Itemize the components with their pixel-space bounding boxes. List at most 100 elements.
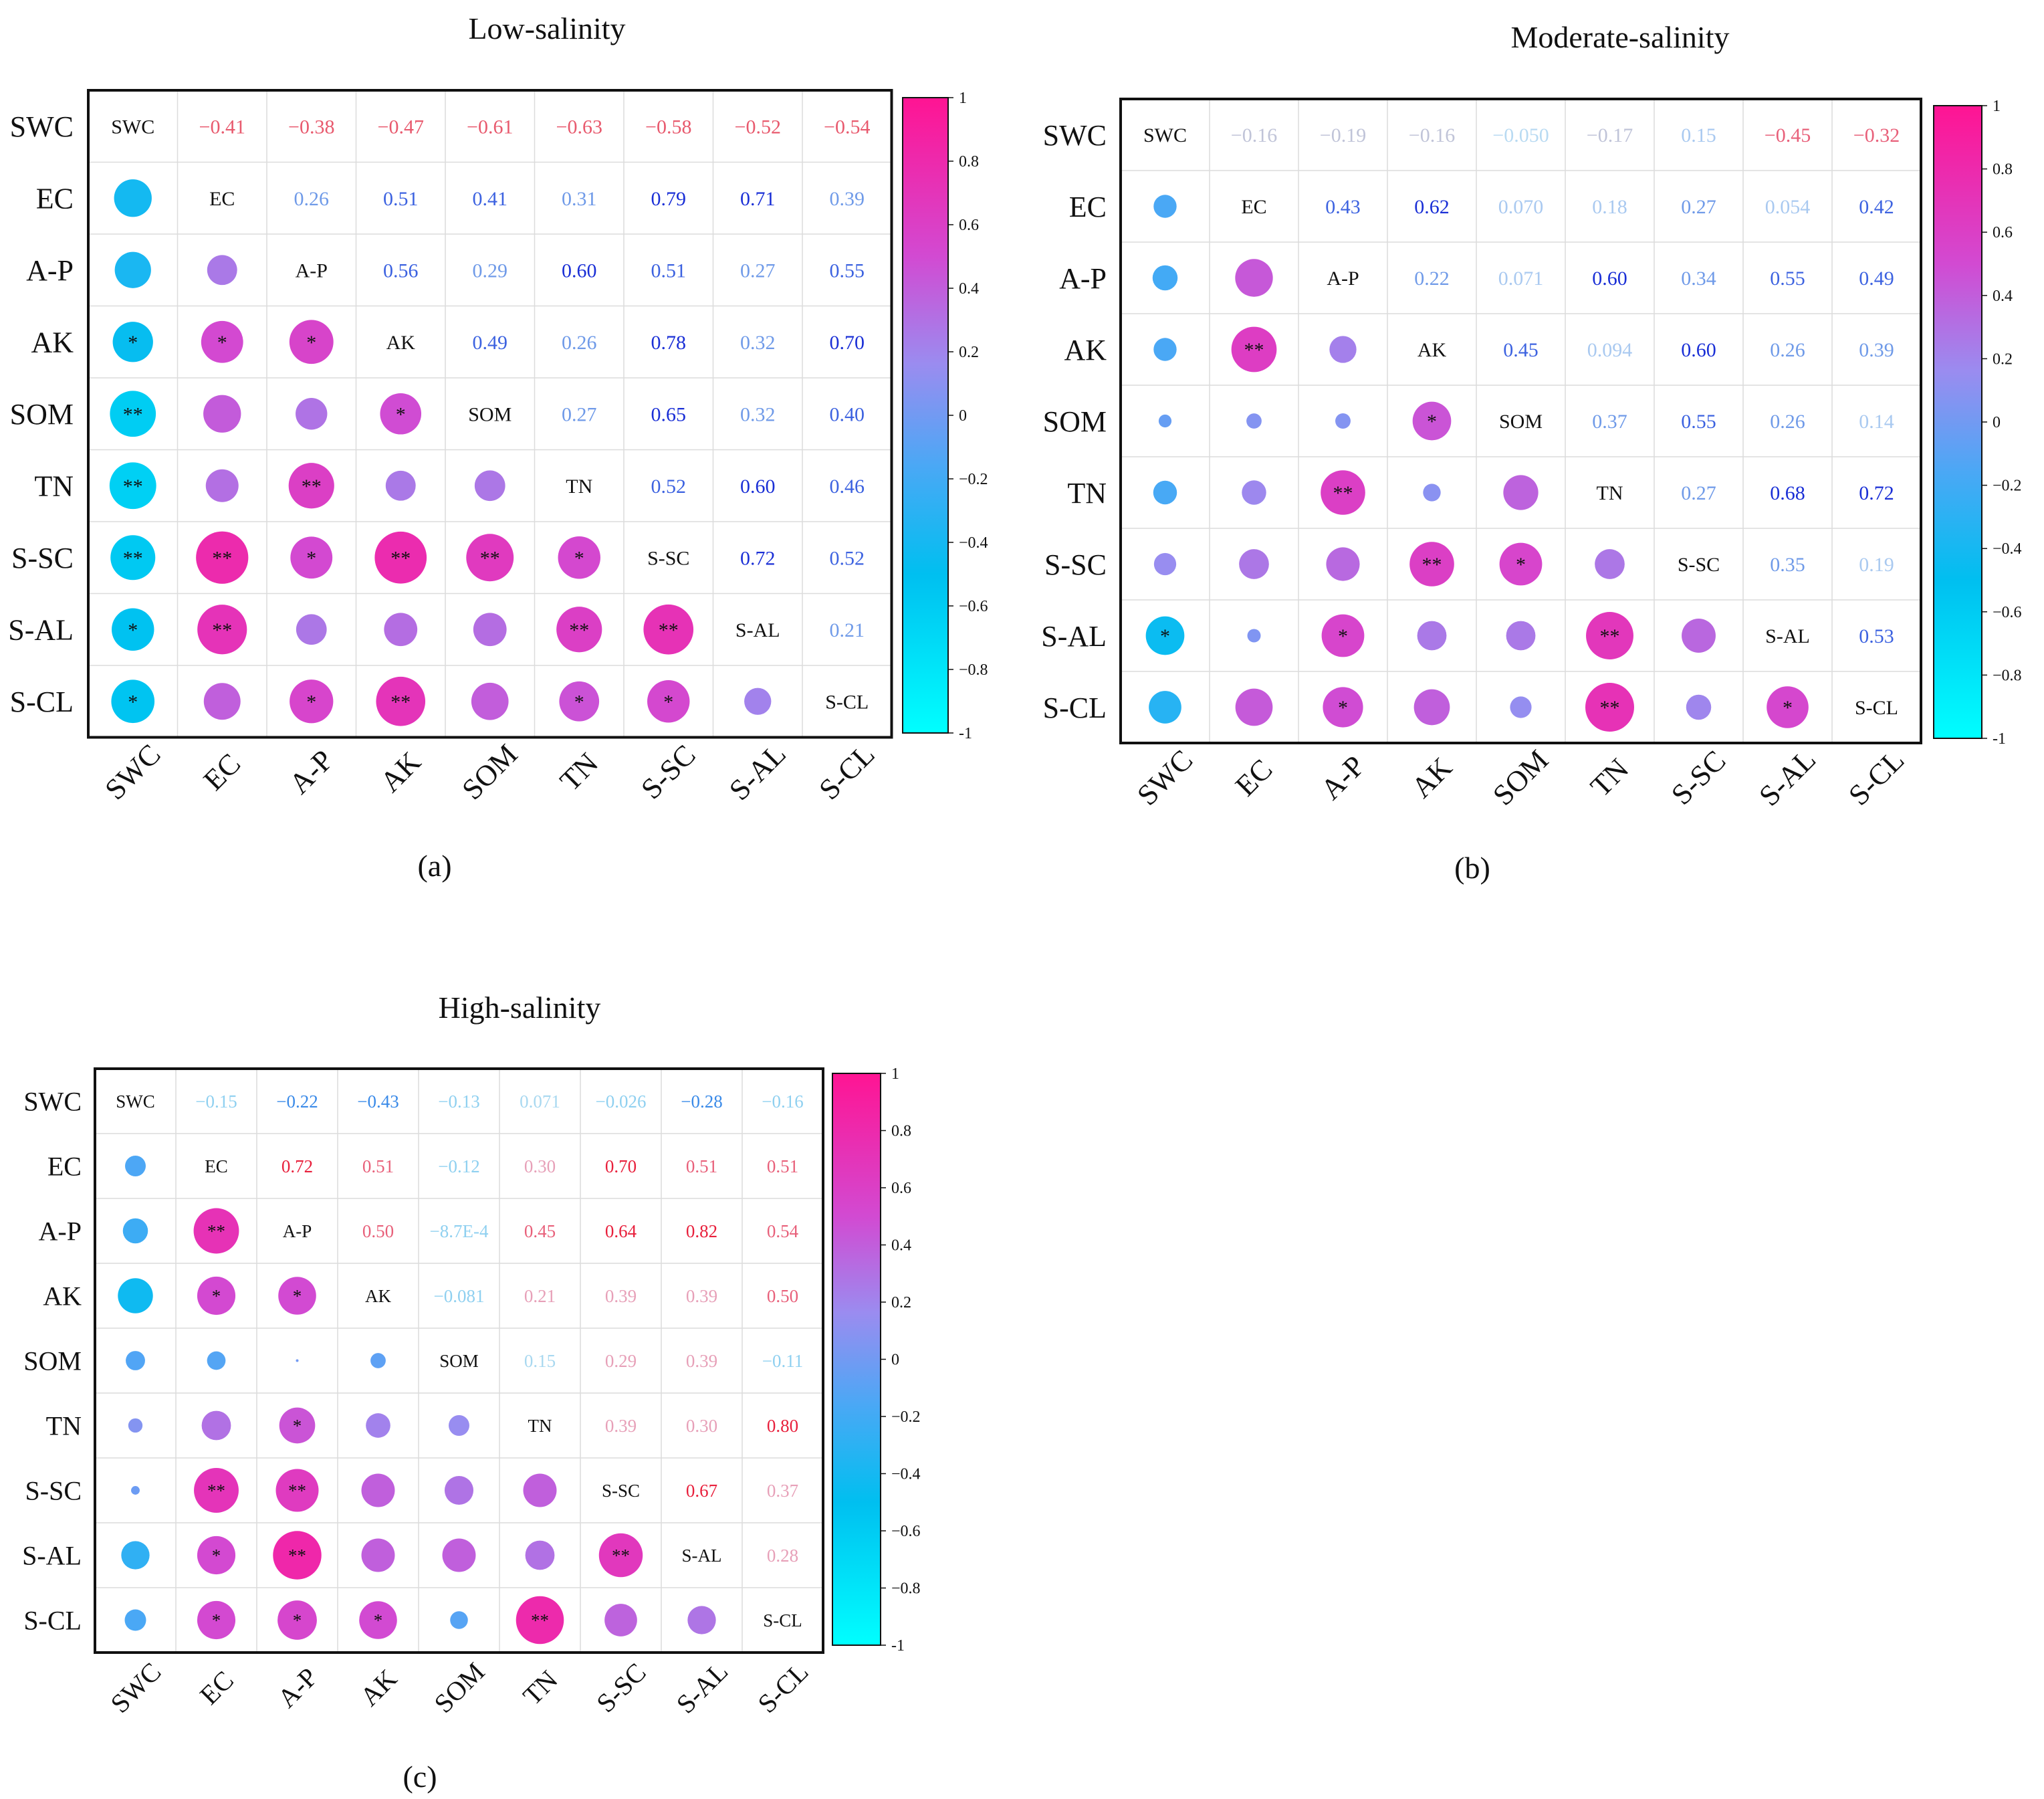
correlation-circle xyxy=(604,1604,637,1636)
correlation-circle xyxy=(1153,552,1177,576)
correlation-circle xyxy=(203,395,241,433)
correlation-value: 0.34 xyxy=(1681,268,1716,290)
diagonal-label: S-AL xyxy=(735,619,780,641)
correlation-circle xyxy=(1417,621,1447,651)
correlation-value: 0.65 xyxy=(651,403,687,425)
diagonal-label: SOM xyxy=(1499,411,1543,433)
correlation-value: 0.28 xyxy=(767,1546,798,1566)
significance-mark: * xyxy=(1427,411,1437,433)
correlation-value: 0.39 xyxy=(1859,339,1894,361)
significance-mark: * xyxy=(1160,625,1170,647)
correlation-circle xyxy=(194,1468,239,1513)
panel-label: (b) xyxy=(1454,851,1490,885)
correlation-circle xyxy=(1682,619,1716,653)
row-label: AK xyxy=(31,326,74,359)
significance-mark: * xyxy=(128,691,138,713)
correlation-circle xyxy=(370,1353,386,1368)
correlation-value: −0.19 xyxy=(1320,124,1366,146)
colorbar-tick-label: 0 xyxy=(891,1352,899,1369)
column-label: AK xyxy=(1405,751,1458,805)
correlation-circle xyxy=(290,679,334,724)
significance-mark: * xyxy=(1516,554,1526,576)
correlation-value: −0.16 xyxy=(1231,124,1277,146)
colorbar-tick-label: −0.6 xyxy=(959,598,988,615)
row-label: S-AL xyxy=(22,1541,82,1571)
correlation-circle xyxy=(1595,549,1625,579)
correlation-value: 0.71 xyxy=(740,188,776,210)
correlation-circle xyxy=(361,1538,395,1572)
significance-mark: ** xyxy=(1244,339,1264,361)
correlation-circle xyxy=(1235,688,1273,726)
panel-3: High-salinity (c) SWC −0.15 −0.22 −0.43 −0.13 0… xyxy=(22,990,920,1794)
row-label: A-P xyxy=(39,1216,82,1247)
correlation-circle xyxy=(111,679,155,724)
row-label: SWC xyxy=(1043,119,1107,152)
diagonal-label: EC xyxy=(1241,196,1266,218)
correlation-value: 0.60 xyxy=(740,475,776,498)
correlation-value: −8.7E-4 xyxy=(430,1221,489,1241)
matrix-border xyxy=(94,1067,824,1654)
correlation-value: 0.14 xyxy=(1859,411,1894,433)
significance-mark: * xyxy=(574,547,584,569)
row-label: TN xyxy=(1067,477,1107,510)
correlation-circle xyxy=(197,605,247,655)
colorbar-tick-label: 0.4 xyxy=(891,1237,911,1255)
correlation-value: 0.60 xyxy=(1681,339,1716,361)
correlation-circle xyxy=(1246,413,1262,429)
correlation-value: 0.45 xyxy=(1503,339,1539,361)
correlation-circle xyxy=(1499,542,1543,586)
correlation-circle xyxy=(1686,694,1712,720)
diagonal-label: TN xyxy=(528,1416,552,1436)
colorbar-tick-label: 1 xyxy=(1993,98,2001,115)
correlation-value: 0.31 xyxy=(562,188,597,210)
correlation-circle xyxy=(197,1600,236,1640)
diagonal-label: S-CL xyxy=(763,1610,802,1630)
row-label: S-CL xyxy=(10,685,74,718)
row-label: S-CL xyxy=(23,1606,82,1636)
diagonal-label: A-P xyxy=(1327,268,1359,290)
correlation-value: 0.39 xyxy=(830,188,865,210)
correlation-value: 0.51 xyxy=(767,1156,798,1176)
correlation-value: 0.55 xyxy=(1681,411,1716,433)
column-label: SOM xyxy=(428,1657,490,1719)
correlation-circle xyxy=(598,1533,643,1578)
correlation-value: 0.60 xyxy=(1592,268,1627,290)
row-label: S-AL xyxy=(8,614,74,647)
row-label: EC xyxy=(36,183,74,215)
significance-mark: ** xyxy=(569,619,589,641)
column-label: S-CL xyxy=(1842,744,1910,812)
diagonal-label: S-AL xyxy=(682,1546,722,1566)
colorbar-tick-label: 0.4 xyxy=(1993,288,2013,305)
panel-1: Low-salinity(a)SWC −0.41 −0.38 −0.47 −0.61 −0… xyxy=(8,11,988,883)
correlation-circle xyxy=(110,391,156,437)
significance-mark: * xyxy=(293,1416,302,1436)
correlation-circle xyxy=(449,1415,469,1436)
correlation-value: 0.45 xyxy=(524,1221,556,1241)
column-label: AK xyxy=(374,745,427,799)
colorbar-tick-label: 0 xyxy=(959,407,967,425)
column-label: SWC xyxy=(1131,744,1199,812)
correlation-circle xyxy=(1413,689,1450,726)
significance-mark: ** xyxy=(390,691,411,713)
colorbar-tick-label: 1 xyxy=(959,90,967,107)
correlation-value: 0.55 xyxy=(1770,268,1805,290)
correlation-circle xyxy=(124,1609,146,1631)
correlation-circle xyxy=(196,531,249,584)
correlation-circle xyxy=(114,251,151,288)
correlation-value: 0.35 xyxy=(1770,554,1805,576)
correlation-value: 0.62 xyxy=(1414,196,1450,218)
diagonal-label: SOM xyxy=(439,1351,479,1371)
correlation-circle xyxy=(525,1540,555,1570)
row-label: SWC xyxy=(23,1087,82,1117)
colorbar-tick-label: 0.2 xyxy=(1993,350,2013,368)
correlation-value: −0.12 xyxy=(438,1156,479,1176)
correlation-circle xyxy=(201,320,243,363)
correlation-value: 0.41 xyxy=(473,188,508,210)
correlation-value: 0.27 xyxy=(1681,482,1716,504)
correlation-circle xyxy=(359,1601,397,1639)
diagonal-label: S-AL xyxy=(1765,625,1810,647)
significance-mark: ** xyxy=(659,619,679,641)
diagonal-label: SOM xyxy=(468,403,512,425)
correlation-circle xyxy=(1153,195,1177,218)
column-label: S-AL xyxy=(1752,743,1822,813)
